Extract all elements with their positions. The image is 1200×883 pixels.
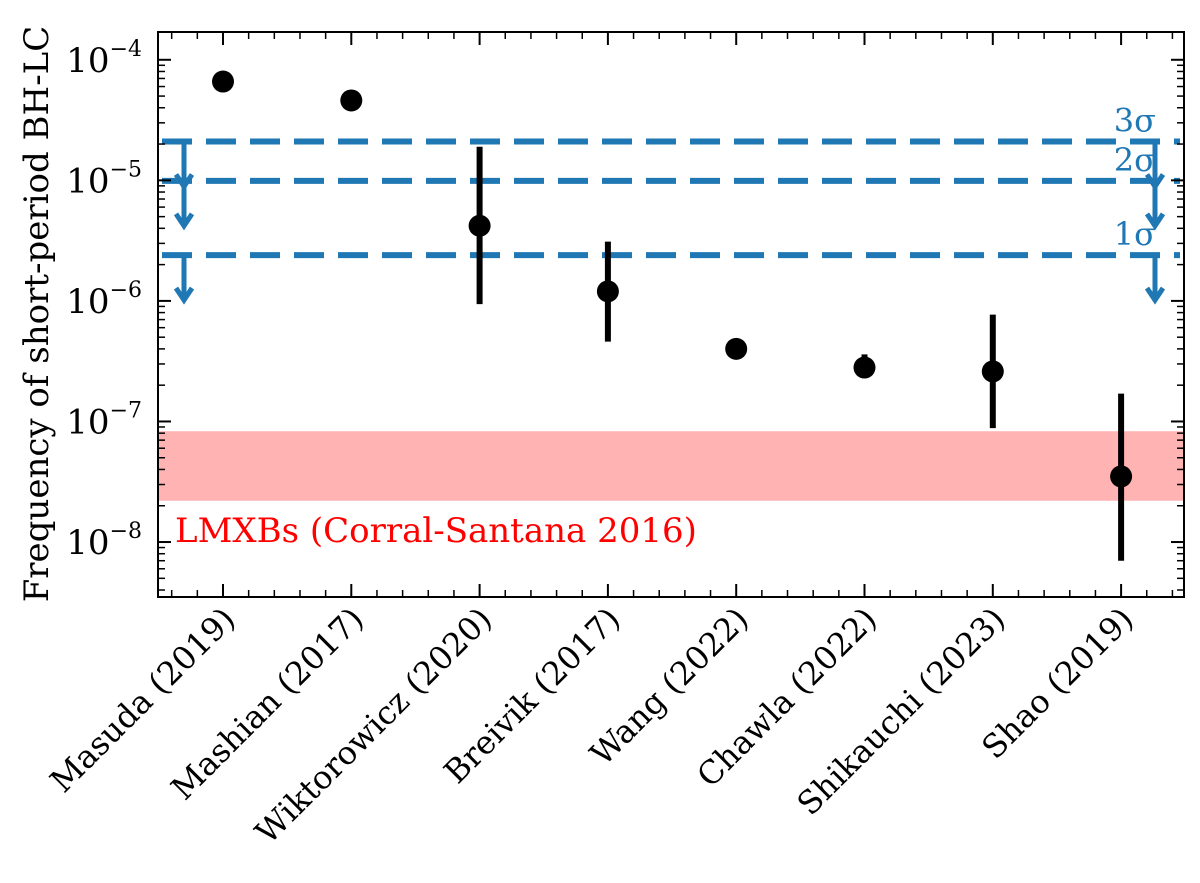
- data-point: [340, 89, 363, 112]
- y-tick-label: 10−4: [66, 37, 142, 81]
- limit-2sigma-label: 2σ: [1114, 141, 1156, 179]
- limit-2sigma-arrow-left-head: [173, 212, 195, 231]
- y-tick-label: 10−5: [66, 157, 142, 201]
- lmxb-band: [159, 431, 1183, 501]
- data-point: [212, 70, 234, 93]
- limit-3sigma-label: 3σ: [1114, 101, 1156, 139]
- limit-3sigma-arrow-right-head: [1144, 173, 1166, 192]
- limit-1sigma-arrow-right-head: [1144, 286, 1166, 305]
- y-axis-label: Frequency of short-period BH-LC: [17, 26, 57, 603]
- limit-1sigma-arrow-left-head: [173, 286, 195, 305]
- x-tick-label: Wiktorowicz (2020): [248, 600, 499, 851]
- plot-frame: [157, 31, 1185, 598]
- data-point: [981, 360, 1004, 383]
- y-tick-label: 10−7: [66, 398, 142, 442]
- y-tick-label: 10−8: [66, 519, 142, 563]
- data-point: [1110, 465, 1133, 488]
- data-point: [596, 280, 619, 303]
- lmxb-band-label: LMXBs (Corral-Santana 2016): [175, 511, 697, 551]
- y-tick-label: 10−6: [66, 278, 142, 322]
- limit-3sigma-arrow-left-head: [173, 173, 195, 192]
- data-point: [468, 214, 491, 237]
- limit-1sigma-label: 1σ: [1114, 215, 1156, 253]
- limit-2sigma-arrow-right-head: [1144, 212, 1166, 231]
- data-point: [725, 337, 748, 360]
- data-point: [853, 356, 876, 379]
